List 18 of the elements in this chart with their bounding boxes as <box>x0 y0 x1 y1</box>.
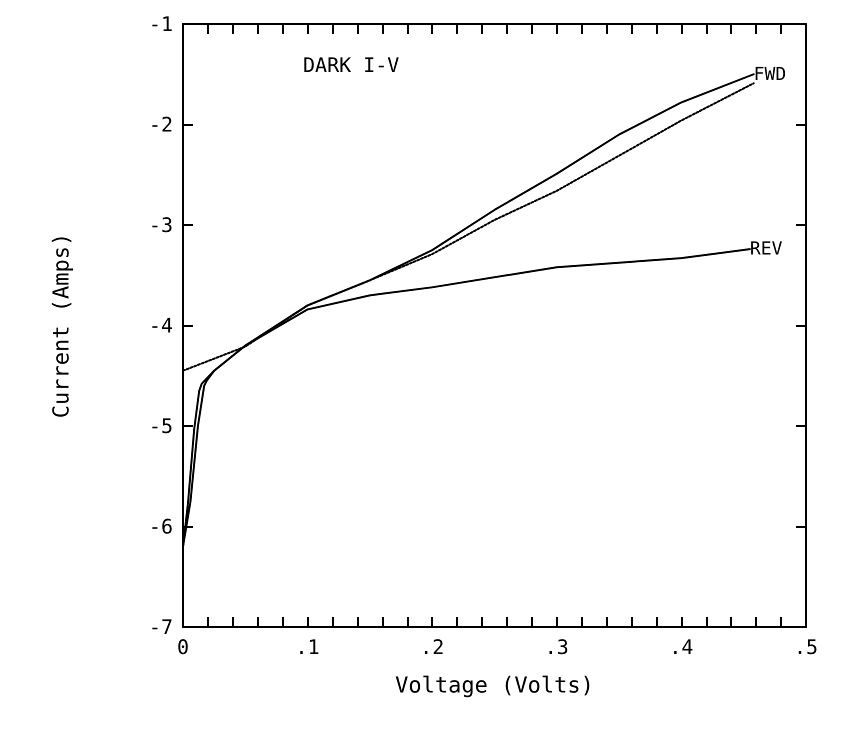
x-tick-label: .1 <box>296 635 320 659</box>
x-tick-label: .5 <box>794 635 818 659</box>
series-label: REV <box>750 238 783 260</box>
y-tick-label: -4 <box>148 314 173 338</box>
x-axis-title: Voltage (Volts) <box>395 674 594 698</box>
y-tick-label: -5 <box>148 414 173 438</box>
text: DARK I-V <box>303 53 400 77</box>
x-tick-label: .2 <box>420 635 444 659</box>
y-tick-label: -1 <box>148 12 173 36</box>
series-label: FWD <box>754 64 786 85</box>
x-tick-label: .4 <box>669 635 694 659</box>
x-tick-label: 0 <box>176 635 190 659</box>
y-tick-label: -6 <box>148 514 173 538</box>
y-tick-label: -2 <box>148 112 173 136</box>
y-tick-label: -7 <box>148 615 173 639</box>
y-axis-title: Current (Amps) <box>50 232 74 418</box>
y-tick-label: -3 <box>148 213 173 237</box>
x-tick-label: .3 <box>544 635 569 659</box>
